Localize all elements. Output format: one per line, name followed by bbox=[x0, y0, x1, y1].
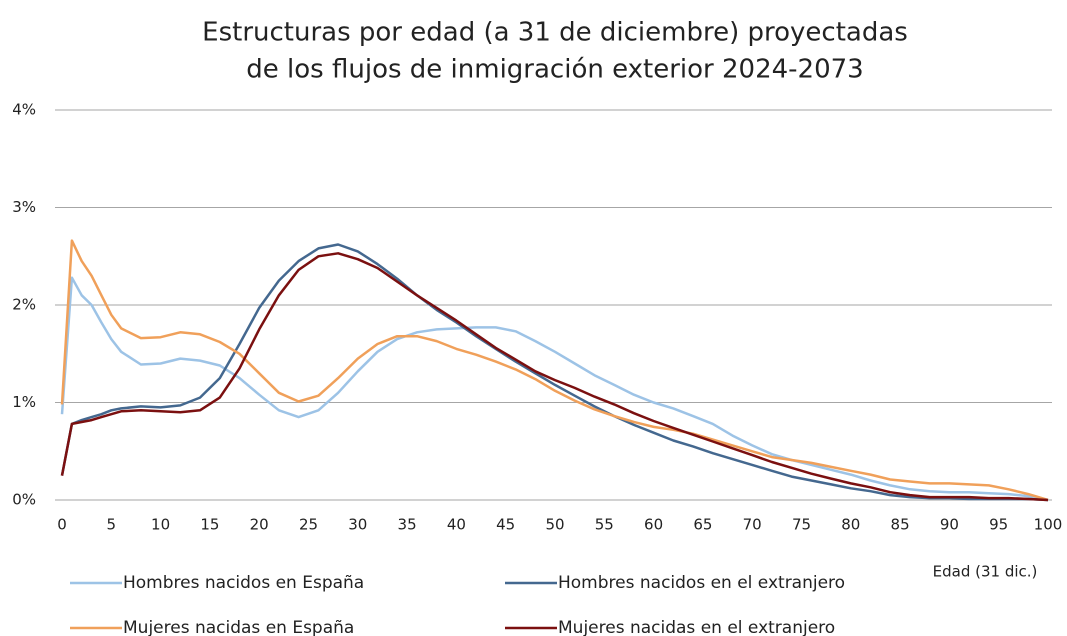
x-tick-label: 10 bbox=[151, 516, 170, 534]
x-tick-label: 85 bbox=[891, 516, 910, 534]
chart-title: Estructuras por edad (a 31 de diciembre)… bbox=[202, 18, 908, 48]
series-line bbox=[60, 252, 1049, 502]
x-tick-label: 90 bbox=[940, 516, 959, 534]
x-tick-label: 5 bbox=[107, 516, 117, 534]
y-tick-label: 0% bbox=[12, 491, 36, 509]
y-tick-label: 1% bbox=[12, 393, 36, 411]
x-tick-label: 40 bbox=[447, 516, 466, 534]
x-tick-label: 75 bbox=[792, 516, 811, 534]
y-tick-label: 3% bbox=[12, 198, 36, 216]
legend-label: Hombres nacidos en el extranjero bbox=[558, 573, 845, 593]
x-tick-label: 80 bbox=[841, 516, 860, 534]
x-tick-label: 25 bbox=[299, 516, 318, 534]
x-tick-label: 0 bbox=[57, 516, 67, 534]
x-tick-label: 45 bbox=[496, 516, 515, 534]
x-tick-label: 15 bbox=[200, 516, 219, 534]
x-tick-label: 20 bbox=[250, 516, 269, 534]
y-tick-label: 2% bbox=[12, 296, 36, 314]
series-line bbox=[60, 276, 1049, 502]
x-tick-label: 95 bbox=[989, 516, 1008, 534]
x-tick-label: 70 bbox=[743, 516, 762, 534]
chart-title: de los flujos de inmigración exterior 20… bbox=[246, 55, 863, 85]
legend-label: Mujeres nacidas en España bbox=[123, 618, 354, 636]
legend-label: Hombres nacidos en España bbox=[123, 573, 364, 593]
series-line bbox=[60, 243, 1049, 502]
x-tick-label: 50 bbox=[545, 516, 564, 534]
x-tick-label: 35 bbox=[398, 516, 417, 534]
x-tick-label: 30 bbox=[348, 516, 367, 534]
x-tick-label: 55 bbox=[595, 516, 614, 534]
series-line bbox=[60, 239, 1049, 502]
x-tick-label: 65 bbox=[693, 516, 712, 534]
x-axis-label: Edad (31 dic.) bbox=[933, 563, 1038, 581]
legend-label: Mujeres nacidas en el extranjero bbox=[558, 618, 835, 636]
y-tick-label: 4% bbox=[12, 101, 36, 119]
x-tick-label: 60 bbox=[644, 516, 663, 534]
x-tick-label: 100 bbox=[1034, 516, 1063, 534]
